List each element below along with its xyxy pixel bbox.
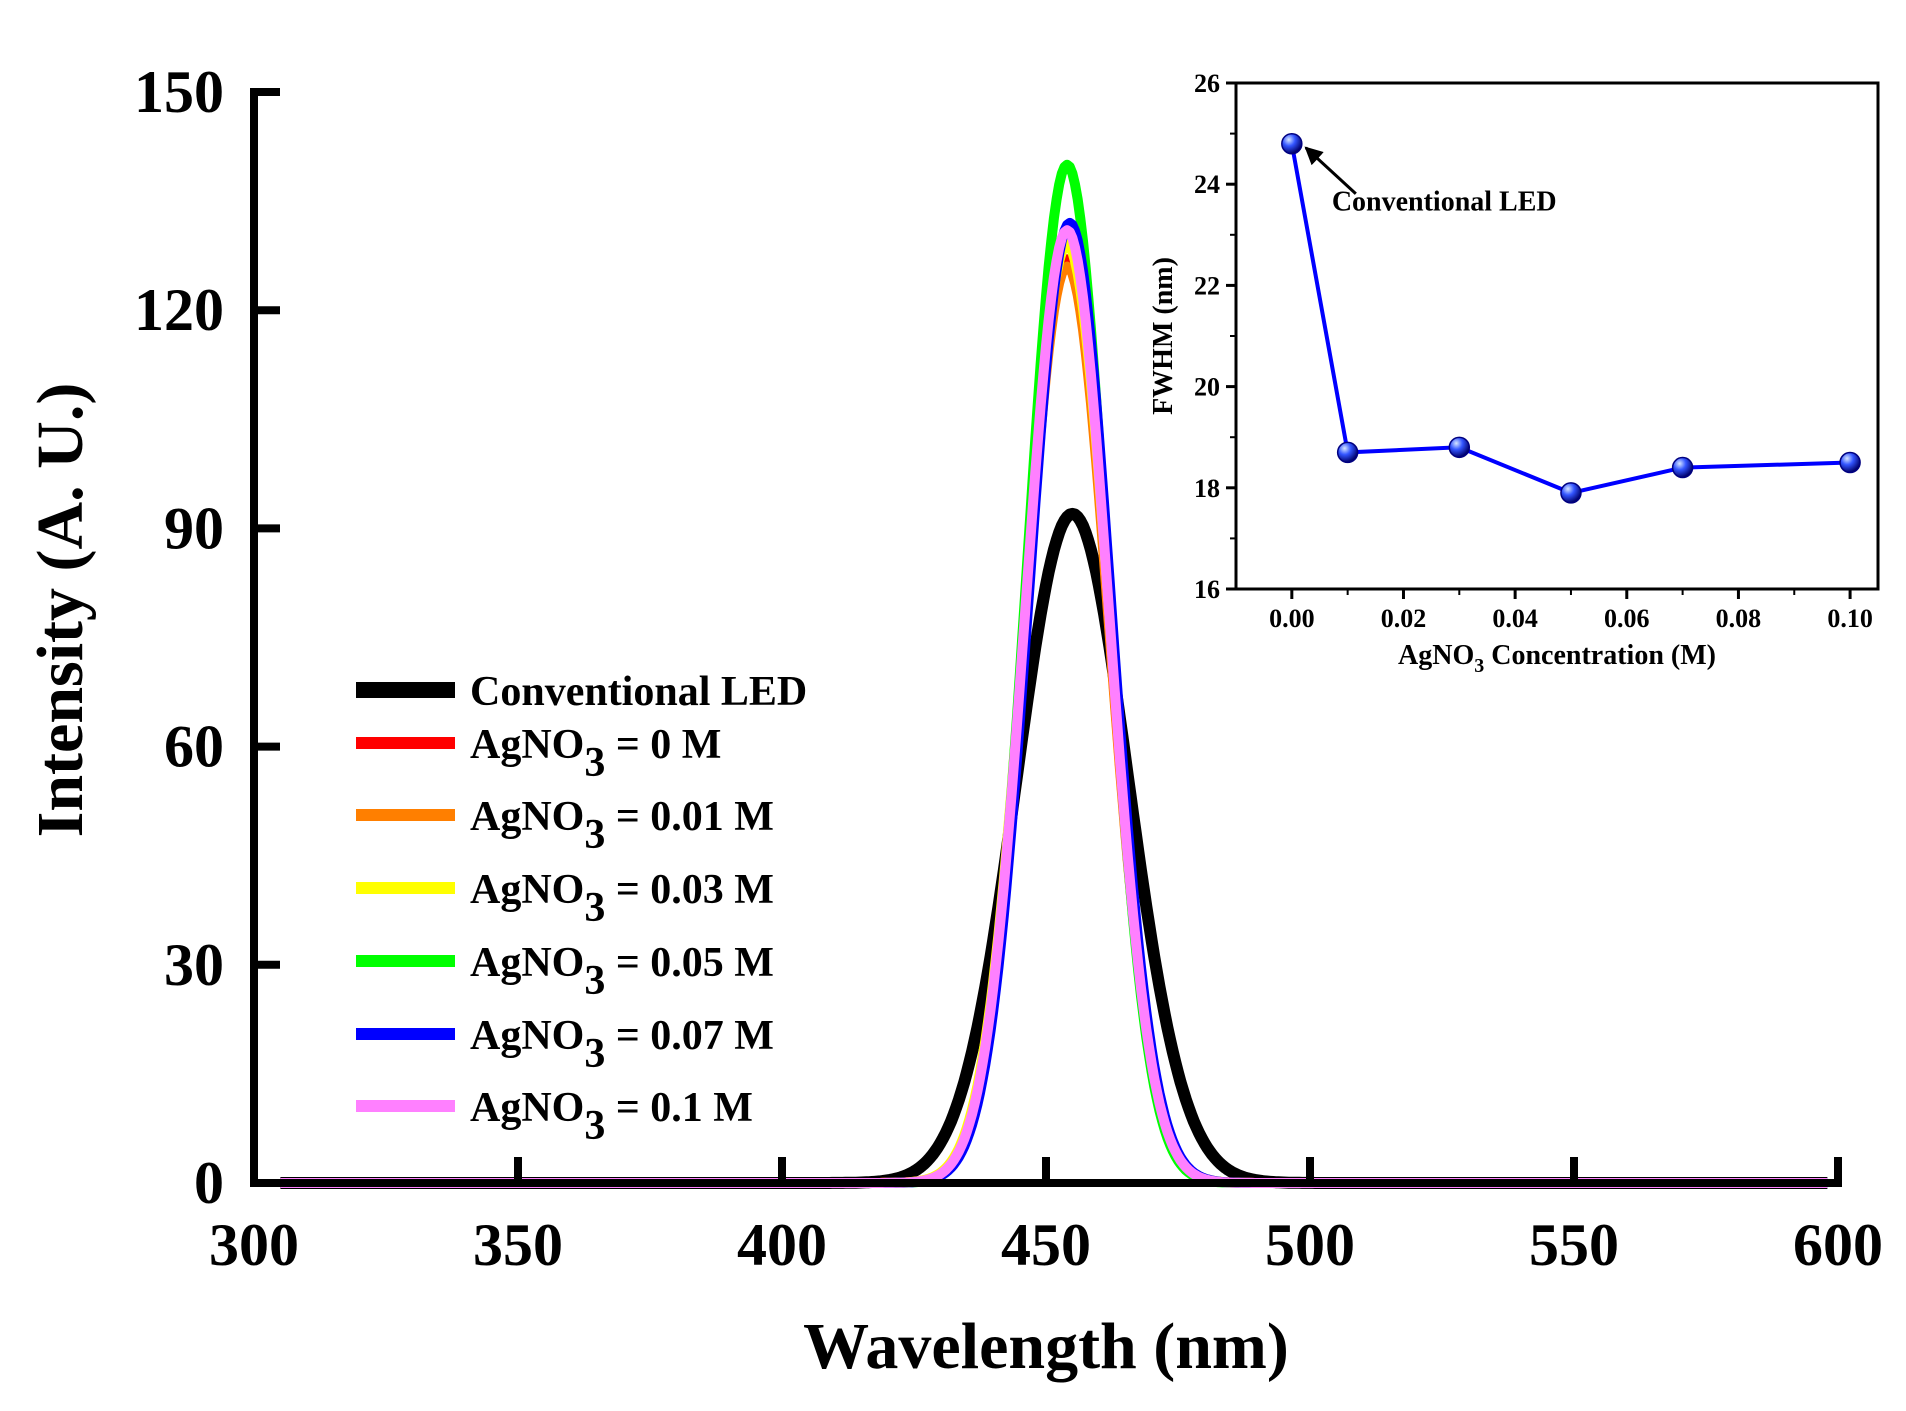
main-y-ticks: 0 30 60 90 120 150: [134, 59, 280, 1216]
series-line-0: [277, 507, 1831, 1189]
legend-item: AgNO3 = 0.03 M: [356, 867, 774, 931]
main-x-ticks: 300 350 400 450 500 550 600: [209, 1157, 1883, 1278]
inset-data-point: [1336, 441, 1359, 464]
main-y-tick-label: 0: [194, 1150, 224, 1216]
inset-x-tick-label: 0.10: [1827, 604, 1873, 633]
inset-fwhm-line: [1289, 143, 1851, 495]
inset-data-point: [1560, 482, 1582, 504]
inset-frame: [1234, 81, 1880, 591]
legend-label: AgNO3 = 0.07 M: [470, 1013, 774, 1077]
inset-x-axis-title: AgNO3 Concentration (M): [1398, 640, 1716, 677]
inset-x-tick-label: 0.06: [1604, 604, 1650, 633]
main-x-tick-label: 500: [1265, 1212, 1355, 1278]
inset-x-tick-label: 0.04: [1492, 604, 1538, 633]
inset-x-tick-label: 0.08: [1716, 604, 1762, 633]
inset-data-point: [1281, 132, 1303, 155]
legend-item: AgNO3 = 0.1 M: [356, 1085, 753, 1149]
inset-y-tick-label: 20: [1194, 373, 1220, 402]
legend: Conventional LED AgNO3 = 0 M AgNO3 = 0.01 …: [356, 669, 807, 1149]
main-plot: 300 350 400 450 500 550 600 0 30 60 90 120 150 Wave…: [24, 59, 1883, 1383]
inset-y-tick-label: 18: [1194, 474, 1220, 503]
legend-item: AgNO3 = 0.05 M: [356, 940, 774, 1004]
inset-data-point: [1839, 451, 1861, 474]
legend-label: Conventional LED: [470, 669, 807, 715]
inset-x-tick-label: 0.02: [1381, 604, 1427, 633]
inset-x-ticks: 0.00 0.02 0.04 0.06 0.08 0.10: [1269, 589, 1873, 633]
main-y-tick-label: 90: [164, 495, 224, 561]
legend-label: AgNO3 = 0.01 M: [470, 794, 774, 858]
inset-data-point: [1671, 456, 1694, 479]
inset-annotation-label: Conventional LED: [1332, 187, 1557, 218]
legend-label: AgNO3 = 0.1 M: [470, 1085, 753, 1149]
legend-item: AgNO3 = 0.07 M: [356, 1013, 774, 1077]
legend-item: Conventional LED: [356, 669, 807, 715]
legend-item: AgNO3 = 0.01 M: [356, 794, 774, 858]
inset-y-tick-label: 24: [1194, 170, 1220, 199]
inset-y-axis-title: FWHM (nm): [1148, 257, 1179, 415]
main-y-tick-label: 60: [164, 714, 224, 780]
main-x-tick-label: 350: [473, 1212, 563, 1278]
main-x-tick-label: 450: [1001, 1212, 1091, 1278]
inset-plot: 0.00 0.02 0.04 0.06 0.08 0.10 16 18 20 22 24 26 Co…: [1148, 69, 1880, 677]
main-y-tick-label: 120: [134, 277, 224, 343]
inset-y-tick-label: 22: [1194, 271, 1220, 300]
legend-label: AgNO3 = 0.05 M: [470, 940, 774, 1004]
inset-y-tick-label: 26: [1194, 69, 1220, 98]
main-y-tick-label: 150: [134, 59, 224, 125]
legend-label: AgNO3 = 0 M: [470, 722, 721, 786]
main-x-tick-label: 400: [737, 1212, 827, 1278]
main-y-axis-title: Intensity (A. U.): [24, 383, 97, 838]
inset-y-tick-label: 16: [1194, 575, 1220, 604]
inset-x-tick-label: 0.00: [1269, 604, 1315, 633]
inset-y-ticks: 16 18 20 22 24 26: [1194, 69, 1236, 604]
inset-annotation-arrow: [1304, 146, 1357, 195]
main-x-tick-label: 600: [1793, 1212, 1883, 1278]
legend-label: AgNO3 = 0.03 M: [470, 867, 774, 931]
inset-points: [1281, 132, 1861, 504]
main-x-axis-title: Wavelength (nm): [803, 1310, 1289, 1383]
legend-item: AgNO3 = 0 M: [356, 722, 721, 786]
main-x-tick-label: 550: [1529, 1212, 1619, 1278]
main-y-tick-label: 30: [164, 932, 224, 998]
main-x-tick-label: 300: [209, 1212, 299, 1278]
inset-data-point: [1448, 436, 1471, 459]
